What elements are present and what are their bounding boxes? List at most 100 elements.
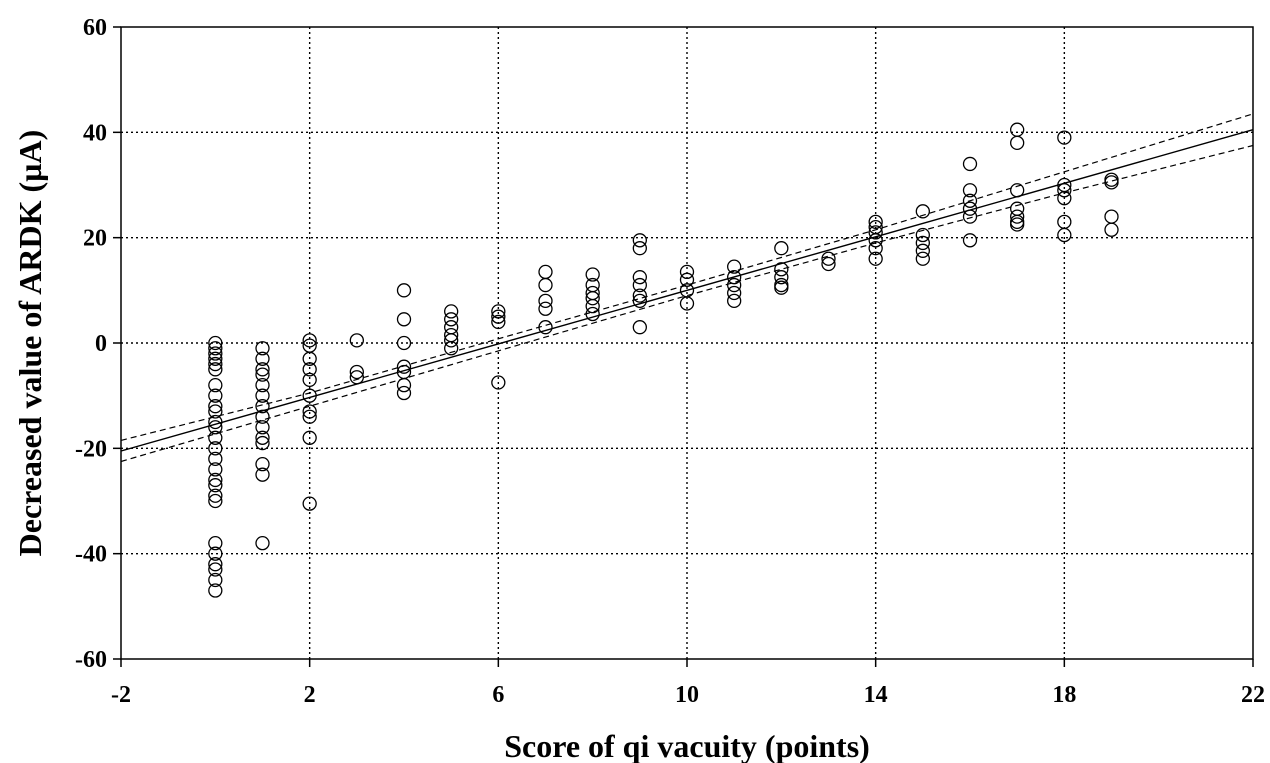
data-point xyxy=(632,288,647,303)
data-point xyxy=(255,362,270,377)
data-point xyxy=(915,251,930,266)
data-point xyxy=(349,333,364,348)
data-point xyxy=(208,535,223,551)
data-point xyxy=(962,193,978,208)
data-point xyxy=(538,277,553,293)
y-tick-label: -40 xyxy=(75,542,107,568)
data-point xyxy=(679,272,695,287)
data-point xyxy=(868,225,883,240)
data-point xyxy=(255,535,270,551)
data-point xyxy=(208,546,223,561)
data-point xyxy=(491,304,506,319)
data-point xyxy=(302,409,317,424)
data-point xyxy=(255,351,270,366)
data-point xyxy=(208,351,223,366)
data-point xyxy=(1104,209,1119,224)
data-point xyxy=(255,367,270,382)
data-point xyxy=(538,320,553,335)
data-point xyxy=(1057,183,1072,198)
data-point xyxy=(727,293,742,309)
data-point xyxy=(208,472,223,488)
data-point xyxy=(632,293,647,309)
x-tick-label: 2 xyxy=(304,682,316,708)
data-point xyxy=(1057,130,1072,145)
data-point xyxy=(1010,217,1025,232)
data-point xyxy=(632,320,647,335)
data-point xyxy=(302,372,317,388)
data-point xyxy=(255,409,270,424)
data-point xyxy=(868,251,883,266)
y-tick-label: 0 xyxy=(95,331,107,357)
data-point xyxy=(727,270,742,285)
data-point xyxy=(915,227,930,243)
data-point xyxy=(1010,201,1025,216)
data-point xyxy=(915,204,930,219)
data-point xyxy=(208,557,223,572)
data-point xyxy=(208,346,223,361)
data-point xyxy=(679,264,695,280)
data-point xyxy=(444,341,459,356)
data-point xyxy=(632,270,647,285)
data-point xyxy=(915,243,930,258)
data-point xyxy=(444,320,459,335)
confidence-band-upper xyxy=(120,113,1254,441)
data-point xyxy=(915,235,930,251)
data-point xyxy=(208,572,223,588)
data-point xyxy=(396,385,412,401)
data-point xyxy=(208,462,223,477)
x-tick-label: 18 xyxy=(1052,682,1076,708)
data-point xyxy=(1010,209,1025,224)
y-tick-label: -20 xyxy=(75,436,107,462)
data-point xyxy=(208,430,223,445)
data-point xyxy=(255,377,270,393)
data-point xyxy=(1057,191,1072,206)
data-point xyxy=(1057,227,1072,243)
data-point xyxy=(1010,183,1025,198)
data-point xyxy=(302,404,317,419)
data-point xyxy=(585,291,600,306)
data-point xyxy=(208,356,223,372)
data-point xyxy=(1010,135,1025,151)
data-point xyxy=(255,456,270,472)
data-point xyxy=(208,493,223,509)
data-point xyxy=(255,467,270,482)
data-point xyxy=(585,306,600,322)
data-point xyxy=(302,430,317,445)
data-point xyxy=(1104,175,1119,190)
data-point xyxy=(868,241,883,256)
data-point xyxy=(962,183,978,198)
data-point xyxy=(632,233,647,248)
data-point xyxy=(208,341,223,356)
data-point xyxy=(396,377,412,393)
y-axis-title: Decreased value of ARDK (µA) xyxy=(12,130,48,557)
gridlines xyxy=(121,27,1253,659)
data-point xyxy=(538,301,553,316)
data-point xyxy=(255,435,270,451)
data-point xyxy=(821,256,836,272)
data-point xyxy=(444,304,459,319)
data-point xyxy=(491,314,506,330)
data-point xyxy=(538,264,553,280)
data-point xyxy=(774,270,789,285)
x-axis-title: Score of qi vacuity (points) xyxy=(504,728,870,763)
data-point xyxy=(302,333,317,348)
data-point xyxy=(444,312,459,327)
data-point xyxy=(774,262,789,277)
y-tick-labels: -60 -40 -20 0 20 40 60 xyxy=(75,15,107,673)
data-point xyxy=(632,277,647,293)
data-point xyxy=(208,335,223,351)
x-tick-label: -2 xyxy=(111,682,131,708)
data-point xyxy=(255,388,270,403)
data-points xyxy=(208,122,1119,598)
x-tick-label: 6 xyxy=(492,682,504,708)
data-point xyxy=(302,351,317,366)
data-point xyxy=(208,399,223,414)
data-point xyxy=(302,496,317,511)
x-tick-label: 22 xyxy=(1241,682,1265,708)
data-point xyxy=(396,359,412,374)
data-point xyxy=(208,562,223,577)
data-point xyxy=(491,375,506,390)
data-point xyxy=(962,201,978,216)
data-point xyxy=(868,214,883,230)
data-point xyxy=(962,156,978,172)
